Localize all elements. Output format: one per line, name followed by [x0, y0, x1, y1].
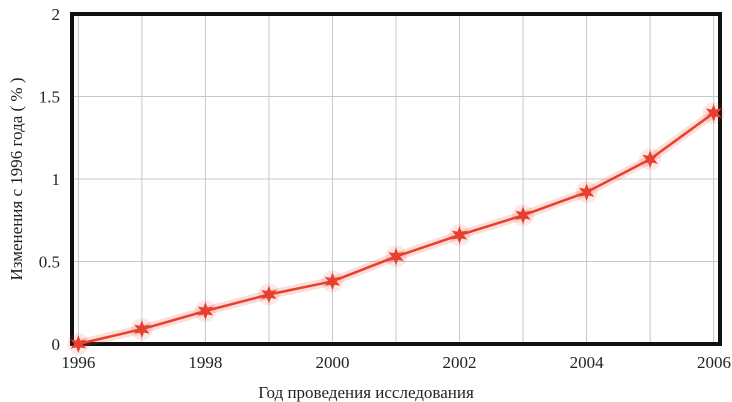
x-tick-label: 2000	[315, 353, 349, 372]
y-tick-label: 2	[52, 5, 61, 24]
grid-lines	[72, 14, 720, 344]
y-tick-labels: 0 0.5 1 1.5 2	[39, 5, 60, 354]
x-tick-labels: 1996 1998 2000 2002 2004 2006	[61, 353, 731, 372]
y-axis-label: Изменения с 1996 года ( % )	[7, 78, 26, 281]
x-tick-label: 2006	[697, 353, 731, 372]
y-tick-label: 1.5	[39, 88, 60, 107]
x-tick-label: 2002	[443, 353, 477, 372]
x-axis-label: Год проведения исследования	[258, 383, 474, 402]
x-tick-label: 1996	[61, 353, 95, 372]
y-tick-label: 0.5	[39, 253, 60, 272]
x-tick-label: 2004	[570, 353, 605, 372]
x-tick-label: 1998	[188, 353, 222, 372]
y-tick-label: 0	[52, 335, 61, 354]
y-tick-label: 1	[52, 170, 61, 189]
